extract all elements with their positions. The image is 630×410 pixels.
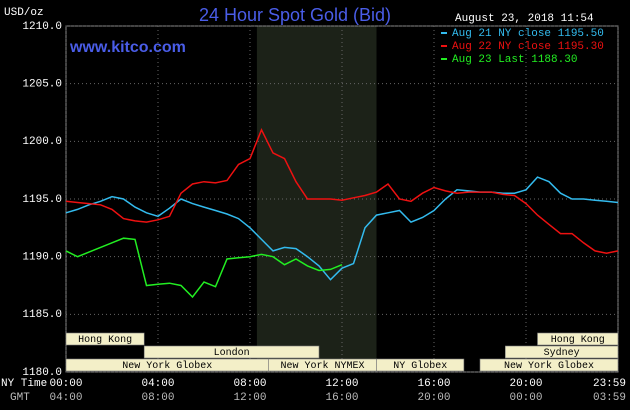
session-label: New York Globex: [504, 360, 594, 372]
series-line: [65, 127, 619, 254]
x2-tick-label: 04:00: [49, 392, 82, 404]
x2-tick-label: 16:00: [325, 392, 358, 404]
x-axis-label: NY Time: [1, 378, 47, 390]
x-tick-label: 12:00: [325, 378, 358, 390]
x2-tick-label: 20:00: [417, 392, 450, 404]
y-tick-label: 1185.0: [22, 309, 62, 321]
session-label: Hong Kong: [551, 335, 605, 346]
x-tick-label: 23:59: [593, 378, 626, 390]
legend-label: Aug 22 NY close 1195.30: [452, 41, 604, 53]
x-tick-label: 20:00: [509, 378, 542, 390]
y-axis-label: USD/oz: [4, 7, 44, 19]
session-bar: [479, 358, 619, 372]
y-tick-label: 1190.0: [22, 252, 62, 264]
chart-title: 24 Hour Spot Gold (Bid): [199, 5, 391, 25]
x-tick-label: 00:00: [49, 378, 82, 390]
x2-tick-label: 08:00: [141, 392, 174, 404]
session-bar: [143, 345, 320, 359]
session-label: London: [214, 347, 250, 359]
series-line: [65, 237, 343, 299]
session-bar: [376, 358, 465, 372]
legend-label: Aug 21 NY close 1195.50: [452, 28, 604, 40]
timestamp: August 23, 2018 11:54: [455, 13, 594, 25]
x-tick-label: 16:00: [417, 378, 450, 390]
y-tick-label: 1180.0: [22, 367, 62, 379]
y-tick-label: 1195.0: [22, 194, 62, 206]
session-bar: [504, 345, 619, 359]
session-label: New York NYMEX: [280, 360, 364, 372]
source: www.kitco.com: [69, 39, 186, 56]
session-label: NY Globex: [393, 360, 447, 372]
session-label: Sydney: [544, 347, 580, 359]
x2-axis-label: GMT: [10, 392, 30, 404]
x2-tick-label: 00:00: [509, 392, 542, 404]
session-label: New York Globex: [122, 360, 212, 372]
session-label: Hong Kong: [78, 335, 132, 346]
x2-tick-label: 03:59: [593, 392, 626, 404]
x2-tick-label: 12:00: [233, 392, 266, 404]
x-tick-label: 04:00: [141, 378, 174, 390]
session-bar: [65, 332, 145, 346]
series-line: [65, 176, 619, 281]
y-tick-label: 1210.0: [22, 21, 62, 33]
y-tick-label: 1200.0: [22, 136, 62, 148]
x-tick-label: 08:00: [233, 378, 266, 390]
session-bar: [537, 332, 619, 346]
y-tick-label: 1205.0: [22, 79, 62, 91]
legend-label: Aug 23 Last 1188.30: [452, 54, 577, 66]
